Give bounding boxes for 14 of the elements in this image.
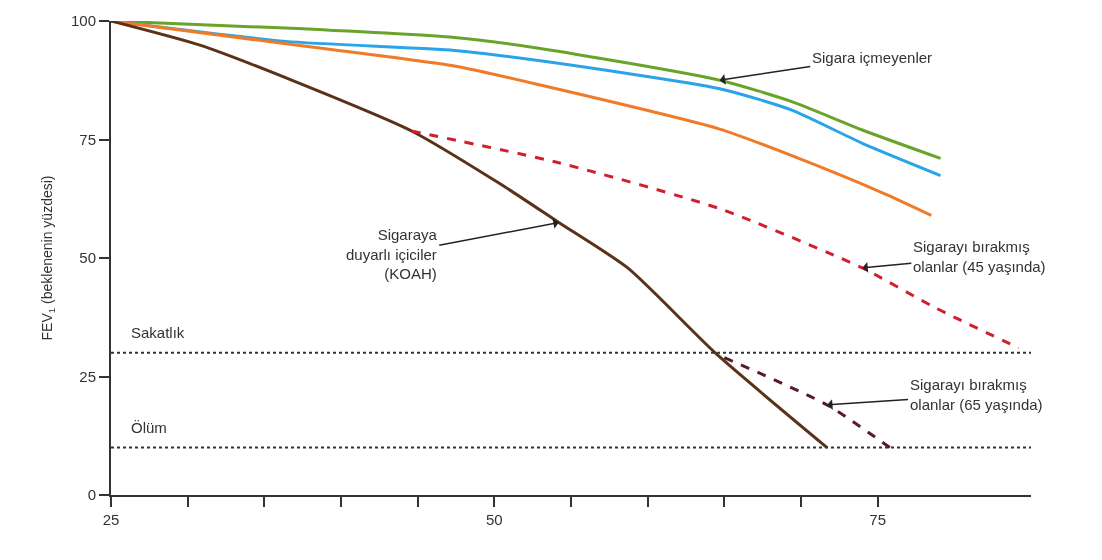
y-tick-label: 100 — [70, 12, 96, 30]
x-tick-label: 25 — [102, 511, 120, 528]
x-tick-label: 75 — [869, 511, 887, 528]
x-tick-label: 50 — [485, 511, 503, 528]
annotation: Sigarayı bırakmış olanlar (45 yaşında) — [913, 238, 1046, 275]
y-tick-label: 50 — [79, 249, 96, 267]
ref-line-label: Sakatlık — [131, 324, 185, 341]
y-tick-label: 75 — [79, 130, 96, 148]
ref-line-label: Ölüm — [131, 419, 167, 436]
annotation: Sigarayı bırakmış olanlar (65 yaşında) — [910, 376, 1043, 413]
annotation: Sigara içmeyenler — [812, 49, 933, 66]
annotation: Sigaraya duyarlı içiciler (KOAH) — [346, 226, 438, 282]
y-tick-label: 0 — [87, 486, 96, 504]
y-tick-label: 25 — [79, 367, 96, 385]
